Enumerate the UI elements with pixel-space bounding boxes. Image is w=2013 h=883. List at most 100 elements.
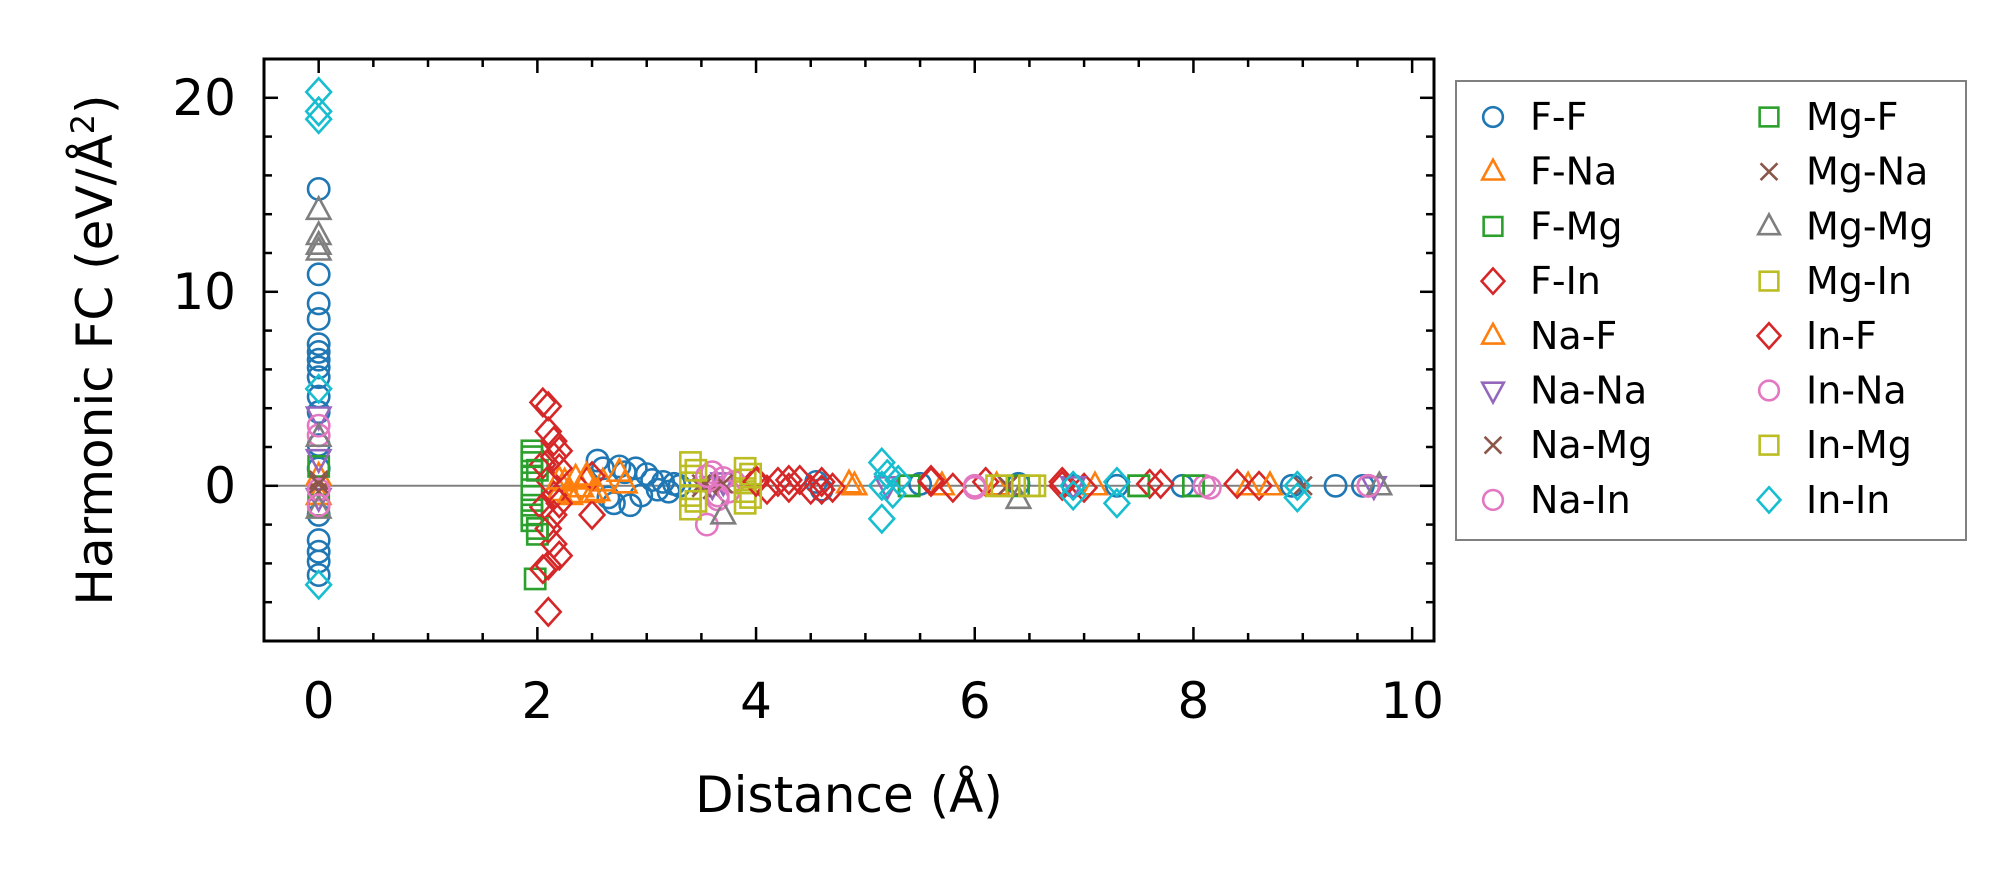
point-f-mg	[520, 509, 544, 533]
point-mg-mg	[304, 194, 333, 221]
point-in-in	[1283, 470, 1312, 502]
point-mg-in	[679, 484, 702, 507]
point-in-f	[545, 452, 574, 484]
point-in-in	[1059, 479, 1088, 512]
point-f-na	[304, 479, 333, 506]
point-in-mg	[990, 474, 1014, 498]
point-f-f	[306, 563, 331, 588]
point-f-f	[1323, 473, 1348, 498]
point-f-in	[785, 464, 814, 496]
point-mg-mg	[304, 219, 333, 246]
legend-label-in-in: In-In	[1806, 478, 1890, 522]
point-mg-in	[679, 451, 702, 474]
point-in-in	[867, 446, 896, 479]
point-f-na	[835, 468, 863, 494]
legend-label-f-na: F-Na	[1530, 150, 1617, 194]
legend-marker-in-na	[1757, 379, 1781, 402]
point-in-mg	[684, 489, 708, 513]
point-f-f	[585, 448, 610, 473]
point-f-in	[818, 472, 847, 504]
point-in-f	[774, 464, 803, 496]
point-f-f	[306, 539, 331, 564]
legend-box	[1455, 80, 1967, 541]
point-mg-in	[679, 497, 702, 521]
point-mg-in	[733, 491, 757, 515]
point-f-in	[528, 386, 557, 418]
axis-ticks: 0 2 4 6 8 10 0 10 20	[172, 57, 1444, 730]
point-in-f	[539, 441, 568, 473]
point-f-f	[607, 454, 632, 479]
point-in-in	[304, 103, 333, 135]
point-f-in	[534, 415, 563, 448]
point-mg-f	[525, 517, 549, 540]
x-tick-label: 8	[1178, 672, 1210, 730]
legend-label-f-in: F-In	[1530, 259, 1601, 303]
legend-label-mg-in: Mg-In	[1806, 259, 1912, 303]
y-tick-label: 0	[204, 457, 236, 515]
point-f-na	[1234, 470, 1263, 496]
point-in-f	[545, 487, 574, 519]
point-in-na	[1356, 473, 1381, 498]
point-in-f	[539, 499, 568, 531]
point-f-mg	[520, 439, 544, 463]
point-in-in	[1102, 466, 1132, 498]
point-f-f	[306, 332, 331, 357]
point-in-in	[304, 95, 333, 127]
point-f-in	[916, 464, 946, 496]
legend-marker-f-mg	[1482, 215, 1504, 238]
point-in-in	[304, 76, 333, 108]
x-tick-label: 6	[959, 672, 991, 730]
point-na-f	[583, 475, 612, 502]
point-in-na	[1197, 475, 1222, 500]
point-in-mg	[739, 462, 763, 486]
point-in-in	[304, 373, 333, 405]
point-in-na	[306, 493, 331, 518]
point-mg-na	[308, 473, 329, 494]
point-in-mg	[684, 458, 708, 482]
y-axis-label: Harmonic FC (eV/Å2)	[64, 94, 124, 605]
legend-marker-na-in	[1481, 488, 1505, 512]
point-f-in	[534, 596, 563, 628]
point-in-na	[306, 413, 331, 438]
point-f-in	[938, 472, 967, 504]
point-f-f	[306, 347, 331, 372]
point-f-in	[1244, 470, 1274, 502]
point-in-na	[962, 475, 987, 500]
legend-marker-f-na	[1480, 156, 1506, 181]
point-mg-mg	[709, 499, 738, 525]
point-f-in	[1135, 468, 1164, 500]
legend-marker-f-f	[1481, 105, 1505, 129]
legend-marker-f-in	[1479, 266, 1507, 296]
point-f-in	[534, 464, 563, 496]
legend-label-in-na: In-Na	[1806, 369, 1907, 413]
data-points	[304, 76, 1394, 628]
point-in-f	[534, 549, 563, 581]
legend-label-f-f: F-F	[1530, 95, 1587, 139]
point-f-in	[545, 540, 574, 572]
point-na-f	[610, 468, 639, 494]
point-in-f	[807, 474, 836, 506]
point-mg-mg	[304, 229, 333, 255]
point-f-mg	[307, 454, 331, 478]
legend-marker-in-f	[1755, 321, 1783, 351]
point-f-in	[539, 425, 568, 457]
plot-frame	[262, 57, 1436, 643]
point-in-f	[1048, 470, 1077, 502]
legend-marker-in-in	[1755, 485, 1783, 515]
y-tick-label: 10	[172, 263, 236, 321]
point-mg-f	[1181, 474, 1205, 498]
point-mg-in	[733, 468, 757, 492]
legend-marker-in-mg	[1758, 434, 1780, 456]
point-in-in	[867, 503, 896, 535]
legend: F-F F-Na F-Mg F-In Na-F Na-Na Na-Mg Na-In Mg-F Mg…	[1455, 80, 1967, 541]
point-f-f	[306, 339, 331, 364]
point-f-in	[528, 553, 557, 585]
point-f-f	[306, 355, 331, 380]
point-in-in	[1059, 470, 1088, 502]
x-axis-label: Distance (Å)	[695, 766, 1003, 824]
point-f-f	[596, 485, 621, 510]
point-na-f	[572, 460, 601, 486]
point-na-mg	[1292, 475, 1313, 496]
point-mg-mg	[1365, 470, 1394, 496]
legend-label-mg-mg: Mg-Mg	[1806, 204, 1934, 248]
